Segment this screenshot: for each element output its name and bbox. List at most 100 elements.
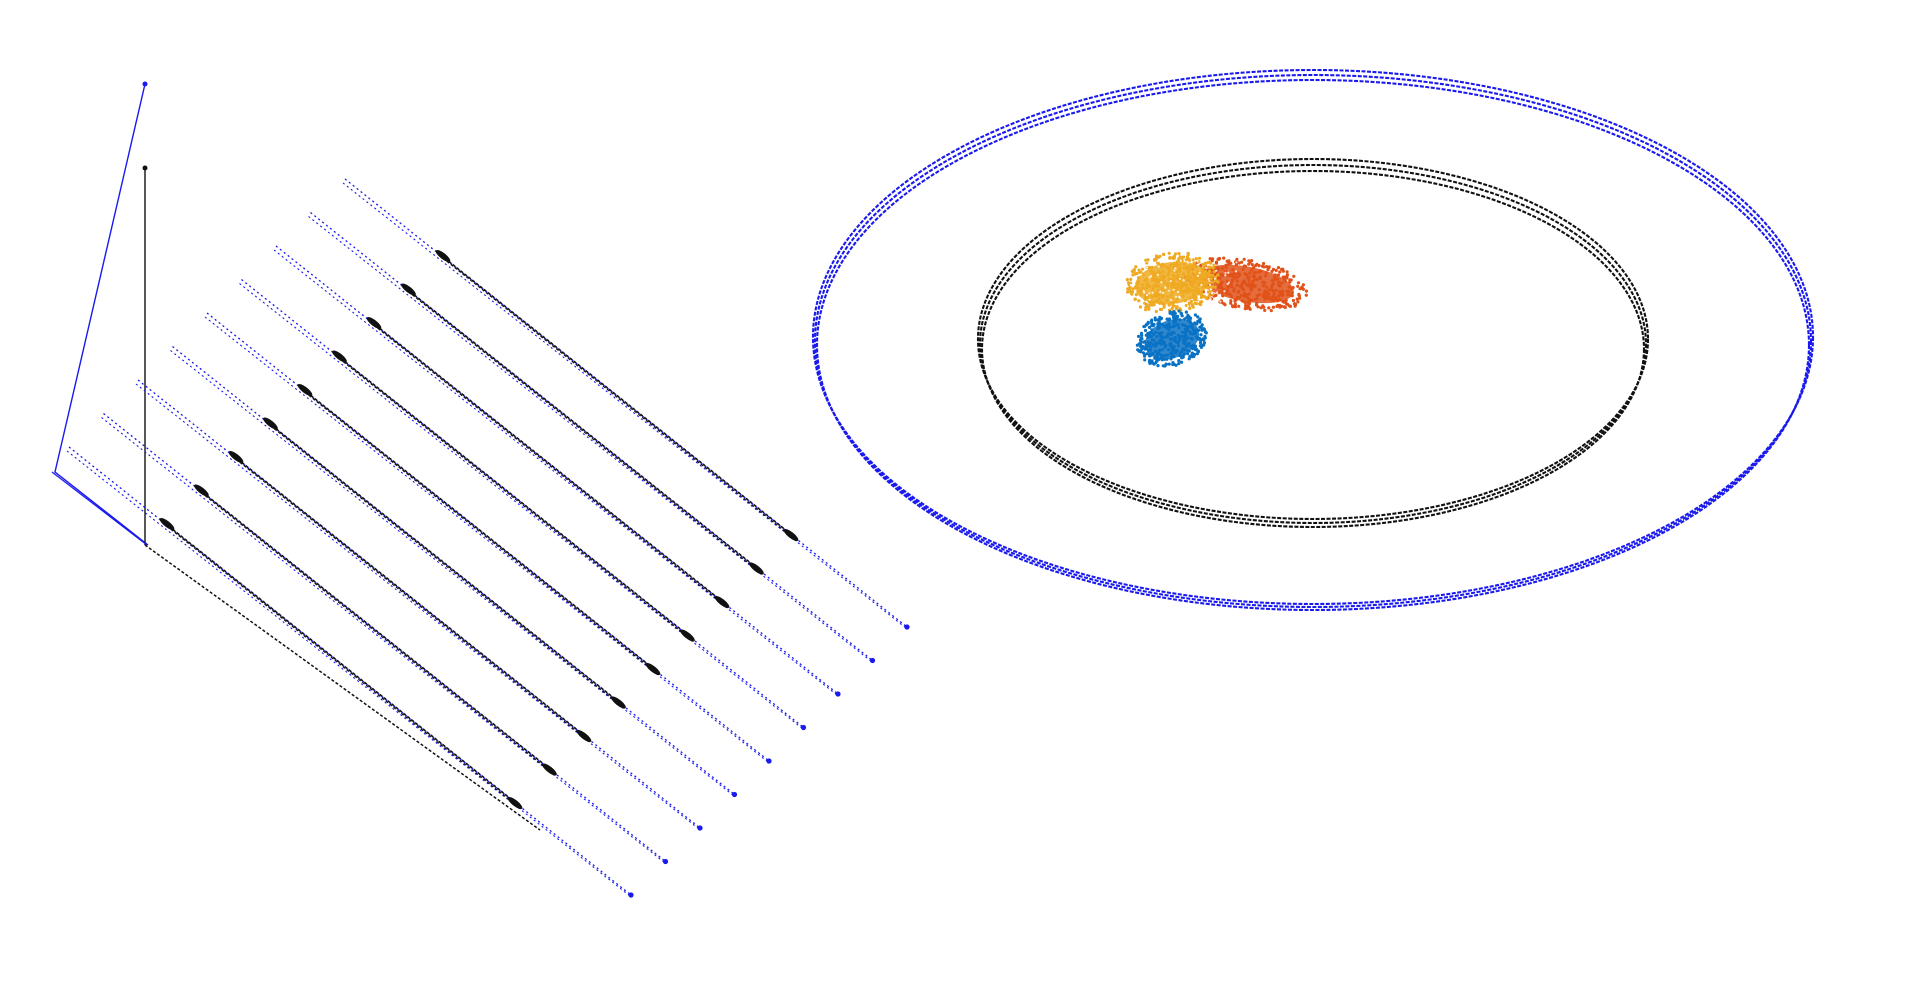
target-pass-line — [369, 321, 729, 609]
cluster-speckle — [1223, 300, 1226, 303]
scan-pass-end — [904, 624, 910, 630]
cluster-blue-point — [1150, 321, 1154, 325]
cluster-blue-point — [1156, 318, 1161, 322]
cluster-speckle — [1171, 260, 1174, 263]
cluster-orange-point — [1292, 274, 1296, 278]
cluster-speckle — [1215, 291, 1219, 294]
cluster-blue-point — [1137, 342, 1141, 346]
cluster-speckle — [1134, 289, 1137, 292]
cluster-yellow-point — [1147, 307, 1151, 311]
target-dense-segment — [332, 350, 347, 363]
cluster-yellow-point — [1134, 293, 1138, 297]
cluster-blue-point — [1143, 358, 1147, 362]
inner-orbit-ring — [978, 163, 1648, 525]
cluster-orange-point — [1296, 300, 1300, 304]
cluster-orange-point — [1240, 260, 1244, 264]
cluster-blue-point — [1199, 333, 1203, 337]
cluster-orange-point — [1250, 259, 1254, 263]
cluster-speckle — [1224, 274, 1227, 277]
cluster-yellow-point — [1216, 273, 1220, 277]
cluster-orange-point — [1237, 304, 1241, 308]
cluster-blue-point — [1142, 354, 1147, 358]
target-dense-segment — [263, 417, 278, 430]
cluster-blue-point — [1157, 321, 1161, 325]
cluster-speckle — [1164, 286, 1167, 289]
cluster-speckle — [1172, 288, 1175, 291]
cluster-speckle — [1204, 290, 1208, 293]
target-pass-line — [436, 251, 798, 540]
target-pass-line — [333, 351, 694, 641]
cluster-blue-point — [1143, 328, 1148, 333]
cluster-yellow-point — [1208, 265, 1212, 269]
cluster-blue-point — [1179, 312, 1183, 316]
cluster-blue-point — [1139, 336, 1144, 340]
scan-pass-end — [662, 858, 669, 865]
cluster-blue-core — [1144, 318, 1200, 360]
cluster-orange-point — [1262, 265, 1266, 269]
cluster-speckle — [1169, 280, 1172, 283]
cluster-speckle — [1197, 297, 1200, 301]
cluster-speckle — [1150, 274, 1153, 278]
cluster-blue-point — [1177, 309, 1181, 313]
cluster-yellow-point — [1138, 305, 1142, 309]
cluster-orange-point — [1285, 273, 1289, 277]
cluster-orange-point — [1285, 270, 1289, 274]
cluster-orange-point — [1242, 257, 1246, 261]
target-pass-line — [266, 422, 625, 709]
cluster-speckle — [1235, 261, 1238, 264]
cluster-yellow-point — [1132, 268, 1136, 272]
cluster-speckle — [1174, 303, 1177, 306]
target-dense-segment — [159, 517, 175, 531]
cluster-orange-point — [1291, 298, 1295, 303]
cluster-speckle — [1208, 279, 1211, 282]
cluster-yellow-point — [1125, 278, 1129, 282]
target-dense-segment — [366, 316, 382, 330]
cluster-speckle — [1145, 264, 1148, 267]
cluster-orange-point — [1222, 256, 1226, 260]
cluster-orange-point — [1269, 309, 1273, 313]
cluster-yellow-point — [1162, 305, 1166, 309]
cluster-speckle — [1210, 264, 1213, 267]
cluster-blue-point — [1197, 318, 1202, 322]
cluster-yellow-point — [1154, 309, 1158, 314]
cluster-speckle — [1227, 271, 1230, 274]
cluster-blue-point — [1202, 327, 1206, 331]
cluster-orange-point — [1262, 261, 1266, 266]
target-pass-line — [298, 385, 660, 674]
cluster-orange-point — [1283, 300, 1287, 304]
cluster-orange-point — [1254, 303, 1259, 307]
cluster-orange-core — [1198, 264, 1294, 304]
cluster-orange-point — [1223, 303, 1227, 307]
cluster-blue-point — [1137, 334, 1141, 338]
cluster-blue-point — [1187, 357, 1191, 361]
cluster-speckle — [1156, 273, 1159, 276]
cluster-blue-point — [1171, 361, 1175, 365]
cluster-blue-point — [1148, 354, 1152, 358]
target-dense-segment — [542, 763, 557, 776]
cluster-orange-point — [1263, 308, 1267, 312]
cluster-blue-point — [1186, 352, 1190, 356]
cluster-orange-point — [1300, 285, 1304, 289]
cluster-orange-point — [1304, 293, 1308, 297]
cluster-blue-point — [1159, 316, 1164, 320]
cluster-blue-point — [1196, 315, 1200, 319]
cluster-orange-point — [1298, 296, 1302, 300]
cluster-orange-point — [1254, 264, 1258, 268]
cluster-orange-point — [1211, 257, 1215, 261]
cluster-yellow-point — [1171, 304, 1175, 308]
cluster-speckle — [1162, 258, 1165, 262]
raster-scan-panel — [51, 81, 910, 898]
cluster-yellow-point — [1211, 273, 1215, 277]
cluster-speckle — [1140, 273, 1143, 276]
cluster-yellow-point — [1174, 252, 1178, 256]
cluster-orange-point — [1250, 263, 1254, 267]
cluster-speckle — [1207, 277, 1210, 280]
cluster-yellow-point — [1144, 308, 1148, 312]
cluster-orange-point — [1267, 306, 1271, 310]
cluster-orange-point — [1229, 299, 1233, 303]
cluster-speckle — [1145, 266, 1149, 269]
cluster-yellow-point — [1201, 263, 1205, 267]
cluster-speckle — [1198, 271, 1201, 274]
target-dense-segment — [194, 484, 209, 497]
